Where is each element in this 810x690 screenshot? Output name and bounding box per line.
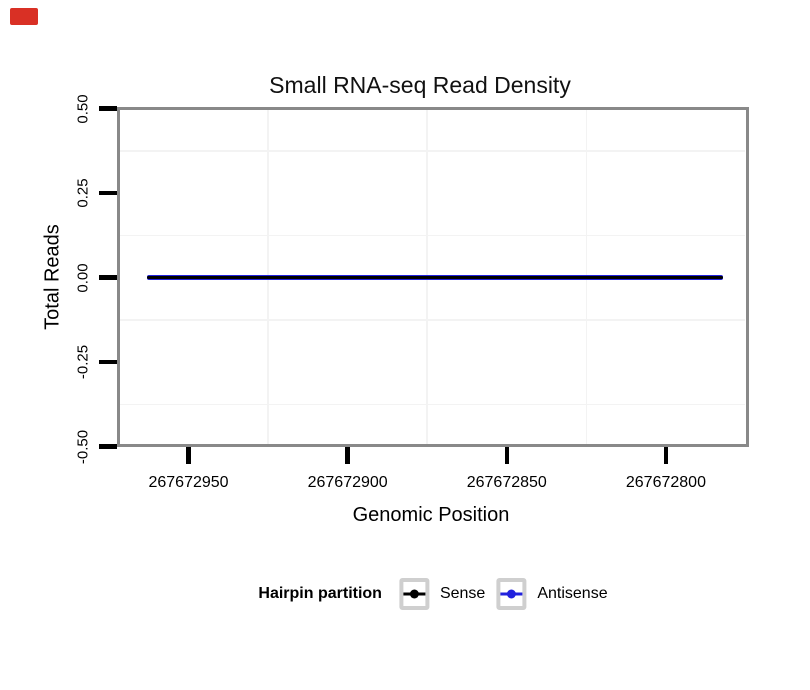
y-tick-label: -0.50 [74, 429, 92, 464]
chart-title: Small RNA-seq Read Density [269, 72, 571, 98]
x-tick-label: 267672850 [466, 474, 547, 491]
x-tick-label: 267672950 [148, 474, 229, 491]
gridline-minor-y [120, 319, 745, 321]
gridline-minor-y [120, 403, 745, 405]
sense-point-glyph [409, 589, 419, 599]
y-tick-label: -0.25 [74, 344, 92, 380]
data-line-sense [147, 276, 724, 279]
gridline-minor-y [120, 234, 745, 236]
legend-title: Hairpin partition [258, 585, 382, 602]
y-tick-mark [99, 275, 117, 280]
red-marker [10, 8, 38, 25]
y-tick-mark [99, 106, 117, 111]
legend-label-sense: Sense [439, 585, 486, 602]
legend-key-sense [398, 578, 429, 610]
y-tick-mark [99, 359, 117, 365]
legend: Hairpin partition Sense Antisense [258, 578, 608, 610]
y-tick-label: 0.50 [74, 93, 92, 124]
y-axis-title: Total Reads [41, 224, 64, 330]
gridline-minor-y [120, 150, 745, 152]
y-tick-mark [99, 444, 117, 449]
x-tick-mark [663, 447, 669, 464]
antisense-point-glyph [506, 589, 516, 599]
y-tick-label: 0.00 [74, 262, 92, 293]
y-tick-mark [99, 190, 117, 196]
x-tick-label: 267672800 [625, 474, 706, 491]
x-tick-label: 267672900 [307, 474, 388, 491]
x-axis-title: Genomic Position [352, 504, 510, 526]
x-tick-mark [345, 447, 350, 464]
y-tick-label: 0.25 [74, 178, 92, 208]
x-tick-mark [186, 447, 191, 464]
legend-label-antisense: Antisense [537, 585, 608, 602]
legend-key-antisense [496, 578, 527, 610]
x-tick-mark [504, 447, 510, 464]
